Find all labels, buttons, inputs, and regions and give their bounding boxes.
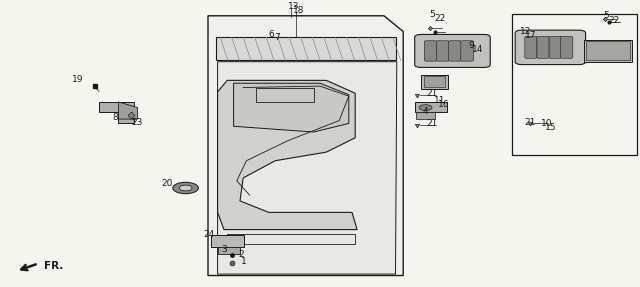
- FancyBboxPatch shape: [415, 34, 490, 67]
- Text: 18: 18: [293, 6, 305, 15]
- Text: 21: 21: [426, 89, 438, 98]
- Text: 11: 11: [434, 96, 445, 105]
- Text: 15: 15: [545, 123, 557, 132]
- Text: 21: 21: [525, 118, 536, 127]
- Polygon shape: [586, 41, 630, 60]
- Polygon shape: [218, 80, 357, 230]
- Polygon shape: [424, 76, 445, 87]
- FancyBboxPatch shape: [461, 41, 474, 61]
- Polygon shape: [421, 75, 448, 89]
- Text: 7: 7: [274, 33, 280, 42]
- Text: 17: 17: [525, 31, 536, 40]
- Polygon shape: [218, 247, 240, 254]
- Text: 16: 16: [438, 100, 449, 109]
- FancyBboxPatch shape: [424, 41, 437, 61]
- Circle shape: [419, 105, 432, 110]
- Text: 2: 2: [238, 250, 244, 259]
- Text: 21: 21: [426, 119, 438, 129]
- Text: 12: 12: [520, 27, 531, 36]
- Text: 6: 6: [269, 30, 275, 39]
- Text: 1: 1: [241, 257, 246, 266]
- FancyBboxPatch shape: [449, 41, 461, 61]
- Text: 8: 8: [112, 113, 118, 122]
- Polygon shape: [99, 102, 134, 123]
- Text: 22: 22: [434, 14, 445, 23]
- FancyBboxPatch shape: [525, 36, 537, 58]
- Text: 4: 4: [422, 107, 428, 116]
- FancyBboxPatch shape: [561, 36, 573, 58]
- Text: 14: 14: [472, 45, 484, 55]
- Text: 3: 3: [221, 245, 227, 254]
- Polygon shape: [218, 62, 397, 274]
- Text: 10: 10: [541, 119, 552, 129]
- Polygon shape: [415, 102, 447, 112]
- Text: 5: 5: [603, 11, 609, 20]
- Text: 23: 23: [131, 118, 143, 127]
- Text: 9: 9: [468, 41, 474, 51]
- Polygon shape: [216, 37, 396, 60]
- Text: 5: 5: [429, 10, 435, 19]
- Text: 13: 13: [288, 2, 300, 11]
- Polygon shape: [234, 83, 349, 132]
- FancyBboxPatch shape: [436, 41, 449, 61]
- Polygon shape: [584, 40, 632, 62]
- Text: 19: 19: [72, 75, 83, 84]
- FancyBboxPatch shape: [537, 36, 549, 58]
- Circle shape: [179, 185, 192, 191]
- Text: 20: 20: [161, 179, 173, 188]
- Circle shape: [173, 182, 198, 194]
- Polygon shape: [118, 102, 138, 119]
- Polygon shape: [208, 16, 403, 276]
- Polygon shape: [211, 235, 244, 247]
- FancyBboxPatch shape: [515, 30, 586, 65]
- FancyBboxPatch shape: [549, 36, 561, 58]
- Text: FR.: FR.: [44, 261, 63, 271]
- Text: 24: 24: [204, 230, 215, 239]
- Polygon shape: [416, 112, 435, 119]
- Text: 22: 22: [608, 15, 620, 25]
